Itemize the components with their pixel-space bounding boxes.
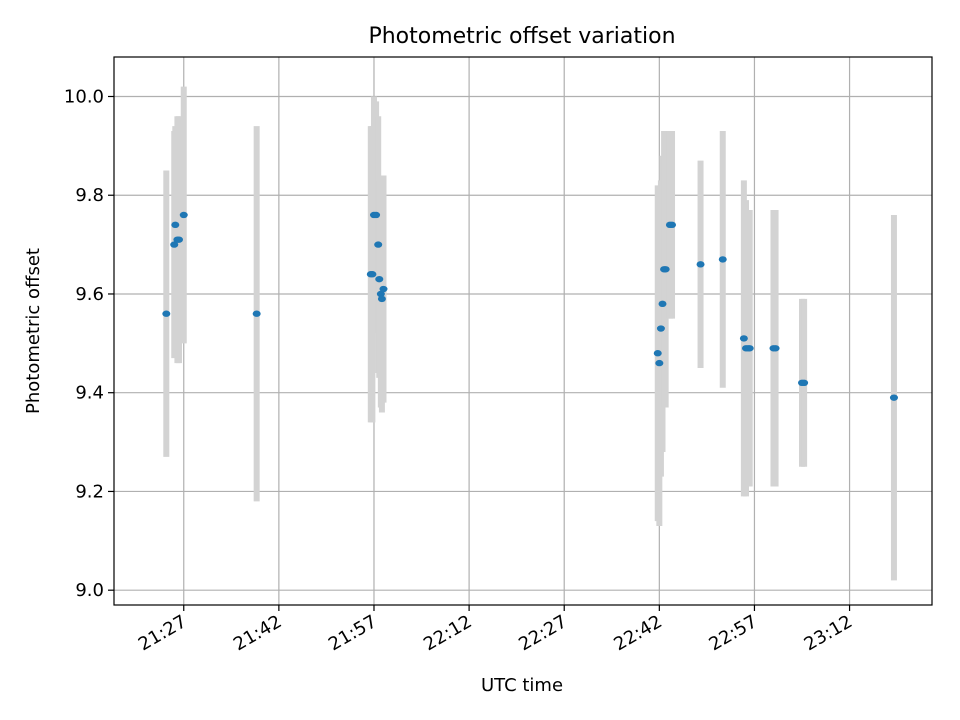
- data-point: [656, 325, 665, 332]
- data-point: [718, 256, 727, 263]
- data-points: [162, 211, 898, 401]
- data-point: [174, 236, 183, 243]
- data-point: [368, 271, 377, 278]
- data-point: [800, 379, 809, 387]
- data-point: [658, 300, 667, 308]
- data-point: [372, 211, 381, 219]
- data-point: [162, 310, 171, 317]
- y-axis-label: Photometric offset: [23, 248, 44, 414]
- data-point: [375, 275, 384, 283]
- data-point: [379, 285, 388, 293]
- data-point: [661, 266, 670, 273]
- data-point: [374, 241, 383, 248]
- plot-frame: [113, 56, 933, 606]
- data-point: [377, 295, 386, 303]
- data-point: [376, 290, 385, 298]
- y-tick-label: 9.6: [75, 284, 104, 305]
- y-tick-label: 9.0: [75, 580, 104, 601]
- data-point: [655, 359, 664, 367]
- data-point: [745, 345, 754, 352]
- y-tick-label: 9.2: [75, 481, 104, 502]
- y-tick-label: 9.4: [75, 383, 104, 404]
- data-point: [668, 221, 677, 229]
- data-point: [653, 350, 662, 357]
- y-tick-label: 9.8: [75, 185, 104, 206]
- data-point: [171, 221, 180, 229]
- data-point: [739, 335, 748, 342]
- data-point: [170, 241, 179, 248]
- data-point: [771, 345, 780, 352]
- data-point: [696, 261, 705, 268]
- data-point: [889, 394, 898, 401]
- data-point: [252, 310, 261, 317]
- data-point: [179, 211, 188, 219]
- y-tick-label: 10.0: [64, 86, 104, 107]
- x-axis-label: UTC time: [481, 675, 563, 696]
- chart-title: Photometric offset variation: [368, 24, 675, 49]
